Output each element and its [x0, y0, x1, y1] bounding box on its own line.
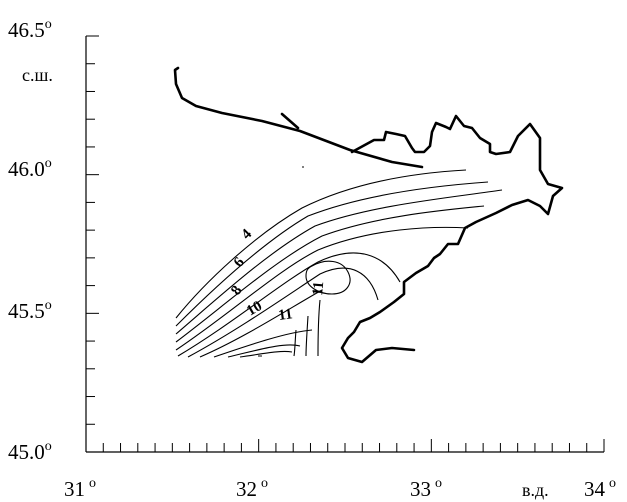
isoline-3 — [175, 205, 485, 343]
isoline-6 — [187, 267, 379, 358]
coastline-spit-tail — [280, 112, 300, 130]
x-axis-unit: в.д. — [522, 480, 549, 500]
isoline-11 — [317, 299, 321, 357]
y-tick-label-46-5: 46.5o — [8, 17, 52, 42]
isoline-5 — [177, 252, 401, 357]
isoline-0 — [175, 169, 467, 319]
isoline-8 — [213, 329, 313, 358]
isoline-closed — [305, 260, 351, 295]
isoline-2 — [175, 189, 503, 335]
x-tick-label-32: 32 o — [236, 476, 268, 501]
isoline-9 — [227, 344, 301, 358]
isoline-label-11-b: 11 — [310, 281, 327, 297]
isoline-4 — [175, 226, 469, 351]
isoline-12 — [305, 315, 309, 357]
isoline-label-10: 10 — [244, 298, 265, 319]
isoline-7 — [199, 289, 323, 358]
y-tick-label-45-5: 45.5o — [8, 298, 52, 323]
x-tick-label-31: 31 o — [64, 476, 96, 501]
isoline-1 — [175, 181, 489, 327]
y-tick-label-45-0: 45.0o — [8, 439, 52, 464]
coastline-main — [340, 114, 564, 364]
isolines — [175, 169, 503, 358]
isoline-label-11-a: 11 — [277, 306, 293, 324]
axis-ticks — [86, 35, 605, 453]
y-tick-label-46-0: 46.0o — [8, 156, 52, 181]
isoline-label-8: 8 — [228, 283, 245, 298]
isoline-label-4: 4 — [239, 226, 256, 243]
isoline-10 — [239, 350, 293, 358]
isoline-13 — [293, 329, 297, 357]
isoline-label-6: 6 — [231, 254, 248, 270]
coastline-spit — [173, 66, 424, 169]
x-tick-label-34: 34 o — [584, 476, 616, 501]
y-axis-unit: с.ш. — [22, 65, 53, 85]
x-tick-label-33: 33 o — [410, 476, 442, 501]
